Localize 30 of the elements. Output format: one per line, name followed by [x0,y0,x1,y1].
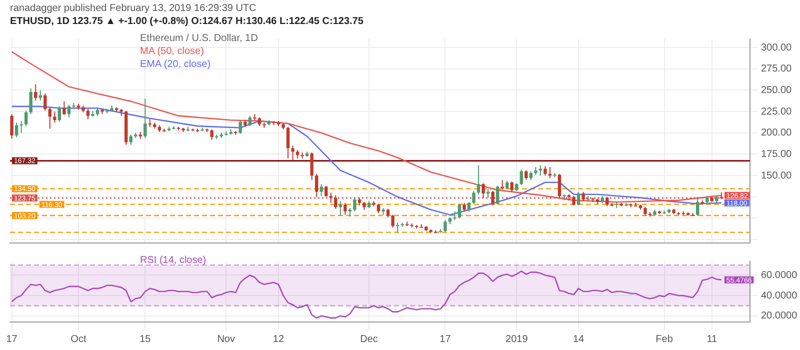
x-tick-label: 2019 [506,334,528,345]
y-tick-label: 175.00 [761,148,792,160]
y-tick-label: 40.0000 [761,290,798,302]
y-tick-label: 225.00 [761,106,792,118]
y-tick-label: 200.00 [761,128,792,139]
y-tick-label: 275.00 [761,64,792,75]
text: MA (50, close) [140,46,204,57]
candlestick [148,119,152,127]
x-tick-label: Oct [70,334,86,345]
legend-title: Ethereum / U.S. Dollar, 1D [140,32,258,45]
x-tick-label: 17 [440,334,452,345]
x-tick-label: 15 [140,334,152,345]
x-tick-label: 11 [706,334,718,345]
x-tick-label: 14 [572,334,585,345]
y-tick-label: 300.00 [761,42,792,54]
text: EMA (20, close) [140,59,211,70]
y-tick-label: 20.0000 [761,310,798,322]
y-tick-label: 250.00 [761,84,792,96]
x-tick-label: 12 [272,334,284,345]
chart-title: ranadagger published February 13, 2019 16:29:39 UTC [10,2,258,15]
candlestick [396,222,400,233]
text: RSI (14, close) [140,255,206,266]
y-tick-label: 60.0000 [761,270,798,281]
y-tick-label: 150.00 [761,170,792,182]
x-tick-label: 17 [6,334,18,345]
candlestick [262,122,266,128]
x-tick-label: Feb [656,334,674,345]
x-tick-label: Nov [217,334,236,345]
x-tick-label: Dec [360,334,378,345]
chart-subtitle: ETHUSD, 1D 123.75 ▲ +-1.00 (+-0.8%) O:124.67 H:130.46 L:122.45 C:123.75 [10,15,364,28]
